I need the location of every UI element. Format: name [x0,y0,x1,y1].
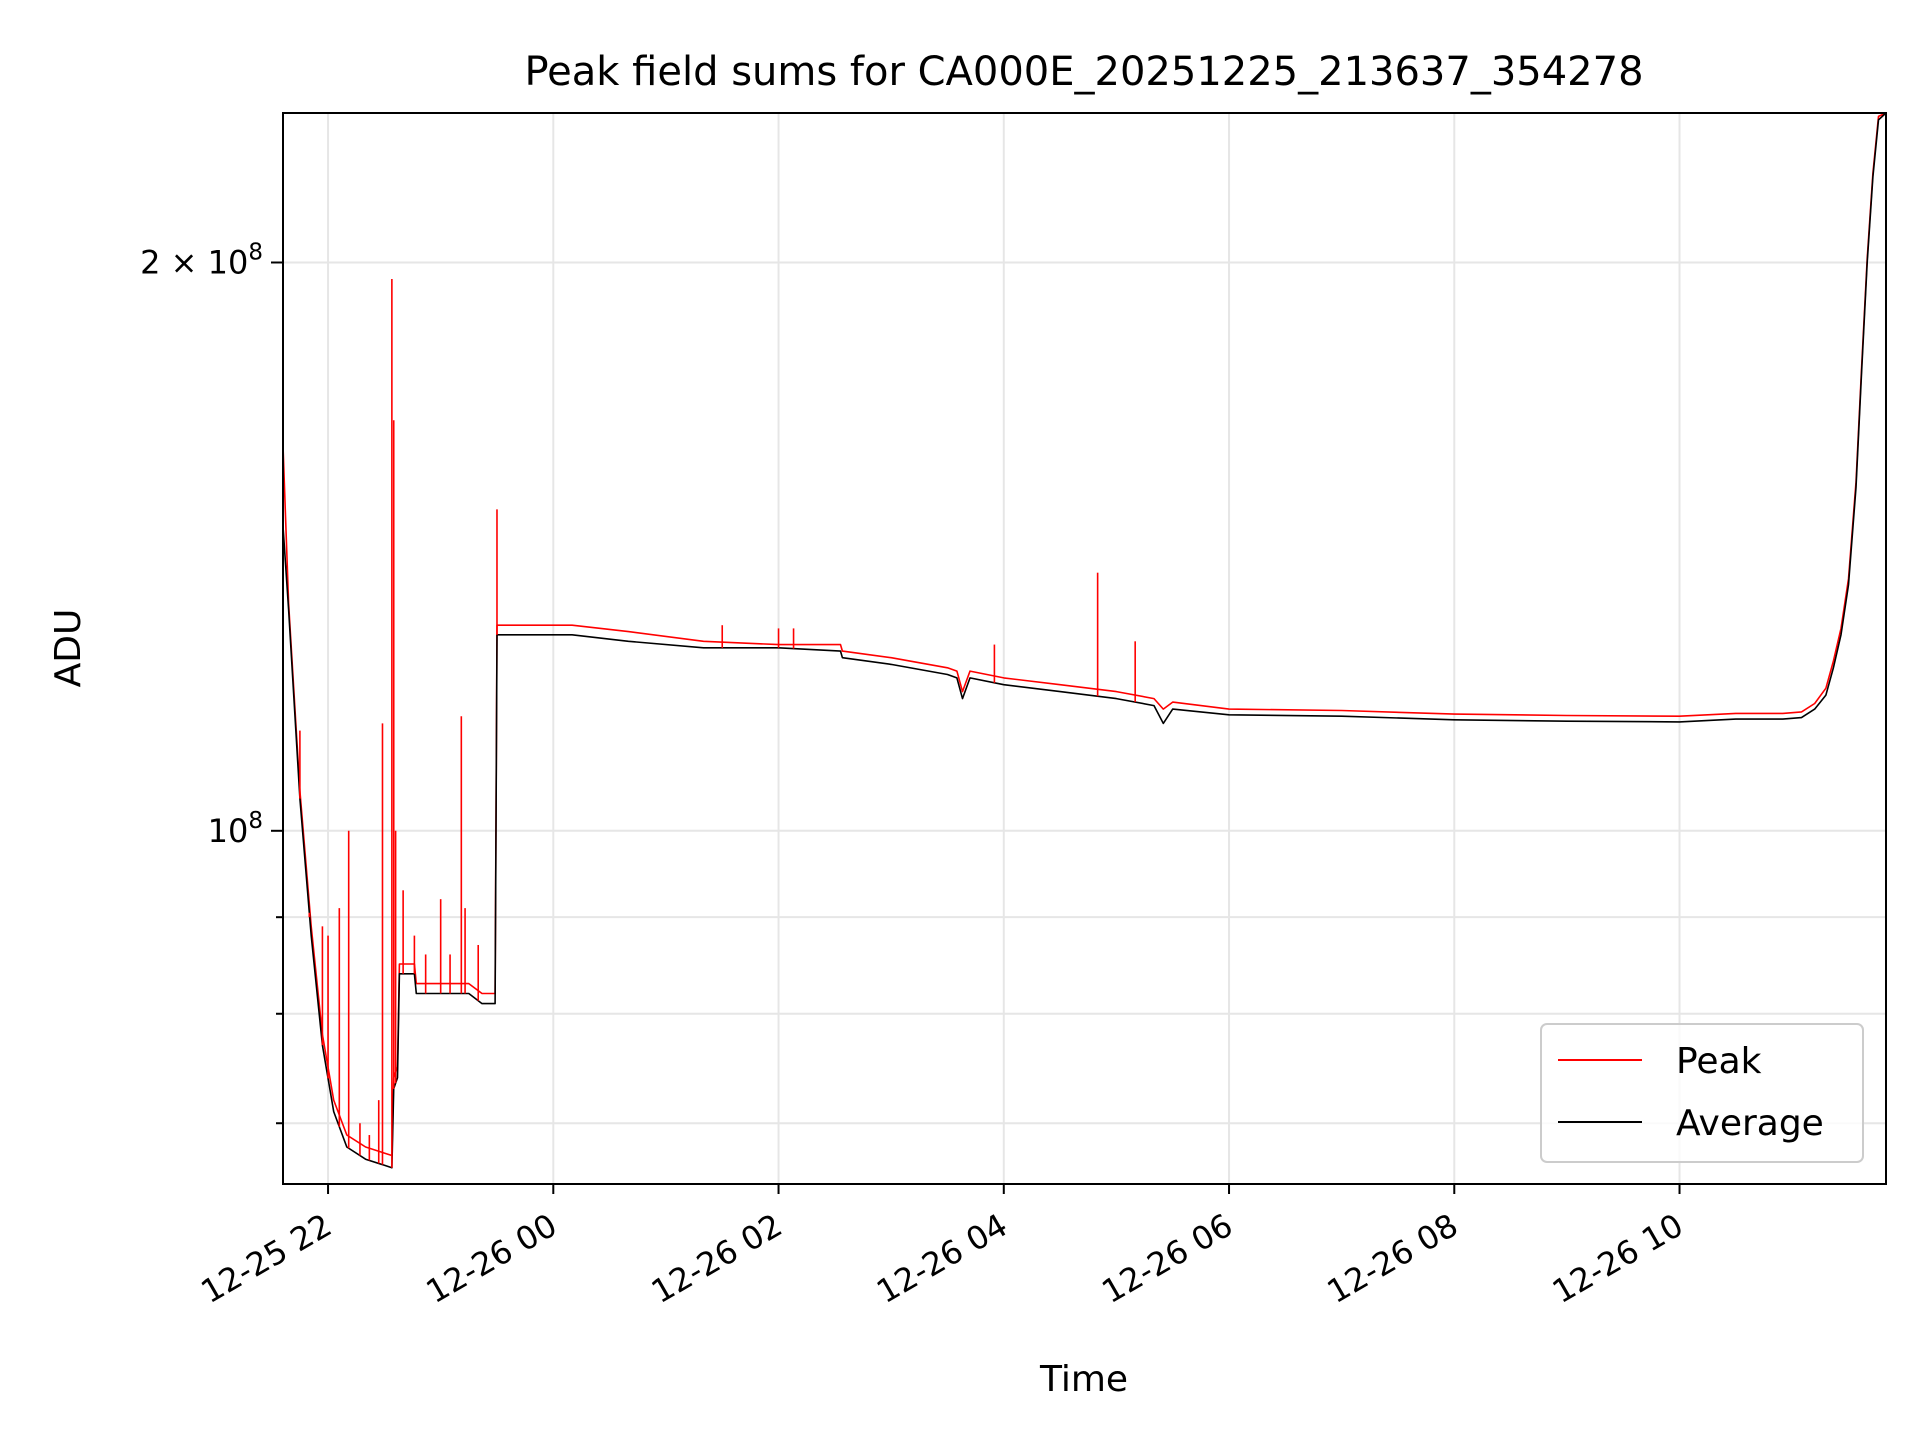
x-axis-label: Time [1039,1359,1128,1400]
y-axis-label: ADU [48,609,89,688]
y-axis: 108 2 × 108 [140,239,283,1125]
chart-title: Peak field sums for CA000E_20251225_2136… [524,49,1643,95]
y-tick-label: 2 × 108 [140,239,263,281]
plot-frame [282,112,1887,1185]
series-line-average [282,112,1887,1169]
y-tick-label: 108 [208,808,263,850]
legend: Peak Average [1540,1023,1864,1163]
legend-box [1540,1023,1864,1163]
legend-label-peak: Peak [1676,1041,1762,1082]
legend-label-average: Average [1676,1103,1824,1144]
series-layer [282,112,1887,1169]
